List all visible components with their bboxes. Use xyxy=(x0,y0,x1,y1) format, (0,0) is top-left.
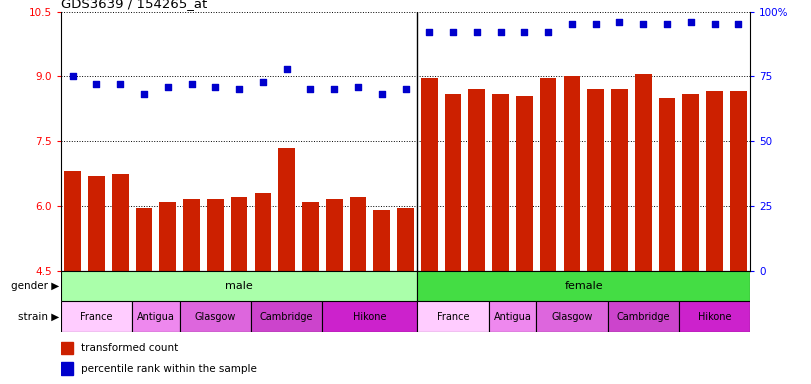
Bar xyxy=(587,89,604,271)
Point xyxy=(138,91,151,98)
Text: Antigua: Antigua xyxy=(137,312,175,322)
Bar xyxy=(418,271,750,301)
Point xyxy=(542,29,555,35)
Bar xyxy=(373,210,390,271)
Bar xyxy=(397,208,414,271)
Point xyxy=(447,29,460,35)
Point xyxy=(518,29,531,35)
Bar xyxy=(682,94,699,271)
Bar xyxy=(278,147,295,271)
Text: France: France xyxy=(437,312,470,322)
Point xyxy=(90,81,103,87)
Bar xyxy=(635,74,651,271)
Point xyxy=(328,86,341,92)
Point xyxy=(161,84,174,90)
Point xyxy=(637,22,650,28)
Point xyxy=(209,84,222,90)
Bar xyxy=(679,301,750,332)
Bar xyxy=(61,301,132,332)
Text: male: male xyxy=(225,281,253,291)
Text: percentile rank within the sample: percentile rank within the sample xyxy=(81,364,257,374)
Bar xyxy=(536,301,607,332)
Bar xyxy=(659,98,676,271)
Bar xyxy=(418,301,489,332)
Point xyxy=(233,86,246,92)
Bar xyxy=(135,208,152,271)
Text: female: female xyxy=(564,281,603,291)
Point xyxy=(185,81,198,87)
Point xyxy=(256,78,269,84)
Bar xyxy=(132,301,180,332)
Bar xyxy=(231,197,247,271)
Point xyxy=(660,22,673,28)
Bar xyxy=(469,89,485,271)
Bar xyxy=(444,94,461,271)
Bar xyxy=(350,197,367,271)
Bar xyxy=(61,362,73,375)
Bar xyxy=(302,202,319,271)
Bar xyxy=(730,91,747,271)
Bar xyxy=(540,78,556,271)
Text: Hikone: Hikone xyxy=(353,312,387,322)
Bar xyxy=(112,174,129,271)
Bar xyxy=(706,91,723,271)
Text: Glasgow: Glasgow xyxy=(195,312,236,322)
Point xyxy=(589,22,602,28)
Text: transformed count: transformed count xyxy=(81,343,178,353)
Point xyxy=(470,29,483,35)
Point xyxy=(67,73,79,79)
Text: Antigua: Antigua xyxy=(494,312,531,322)
Bar xyxy=(180,301,251,332)
Bar xyxy=(255,193,271,271)
Text: Cambridge: Cambridge xyxy=(260,312,313,322)
Bar xyxy=(251,301,322,332)
Point xyxy=(375,91,388,98)
Point xyxy=(732,22,744,28)
Bar xyxy=(516,96,533,271)
Bar xyxy=(160,202,176,271)
Point xyxy=(494,29,507,35)
Bar xyxy=(607,301,679,332)
Text: France: France xyxy=(80,312,113,322)
Point xyxy=(399,86,412,92)
Text: Glasgow: Glasgow xyxy=(551,312,593,322)
Bar xyxy=(489,301,536,332)
Bar xyxy=(564,76,580,271)
Text: Cambridge: Cambridge xyxy=(616,312,670,322)
Bar xyxy=(207,199,224,271)
Bar xyxy=(326,199,342,271)
Bar xyxy=(88,176,105,271)
Bar xyxy=(611,89,628,271)
Bar xyxy=(492,94,509,271)
Point xyxy=(280,65,293,71)
Bar xyxy=(183,199,200,271)
Point xyxy=(708,22,721,28)
Point xyxy=(565,22,578,28)
Bar xyxy=(421,78,438,271)
Point xyxy=(684,19,697,25)
Point xyxy=(114,81,127,87)
Text: GDS3639 / 154265_at: GDS3639 / 154265_at xyxy=(61,0,207,10)
Point xyxy=(423,29,436,35)
Bar xyxy=(322,301,418,332)
Text: gender ▶: gender ▶ xyxy=(11,281,59,291)
Text: strain ▶: strain ▶ xyxy=(18,312,59,322)
Point xyxy=(351,84,364,90)
Bar xyxy=(61,341,73,354)
Point xyxy=(304,86,317,92)
Point xyxy=(613,19,626,25)
Bar xyxy=(64,171,81,271)
Text: Hikone: Hikone xyxy=(697,312,732,322)
Bar xyxy=(61,271,418,301)
